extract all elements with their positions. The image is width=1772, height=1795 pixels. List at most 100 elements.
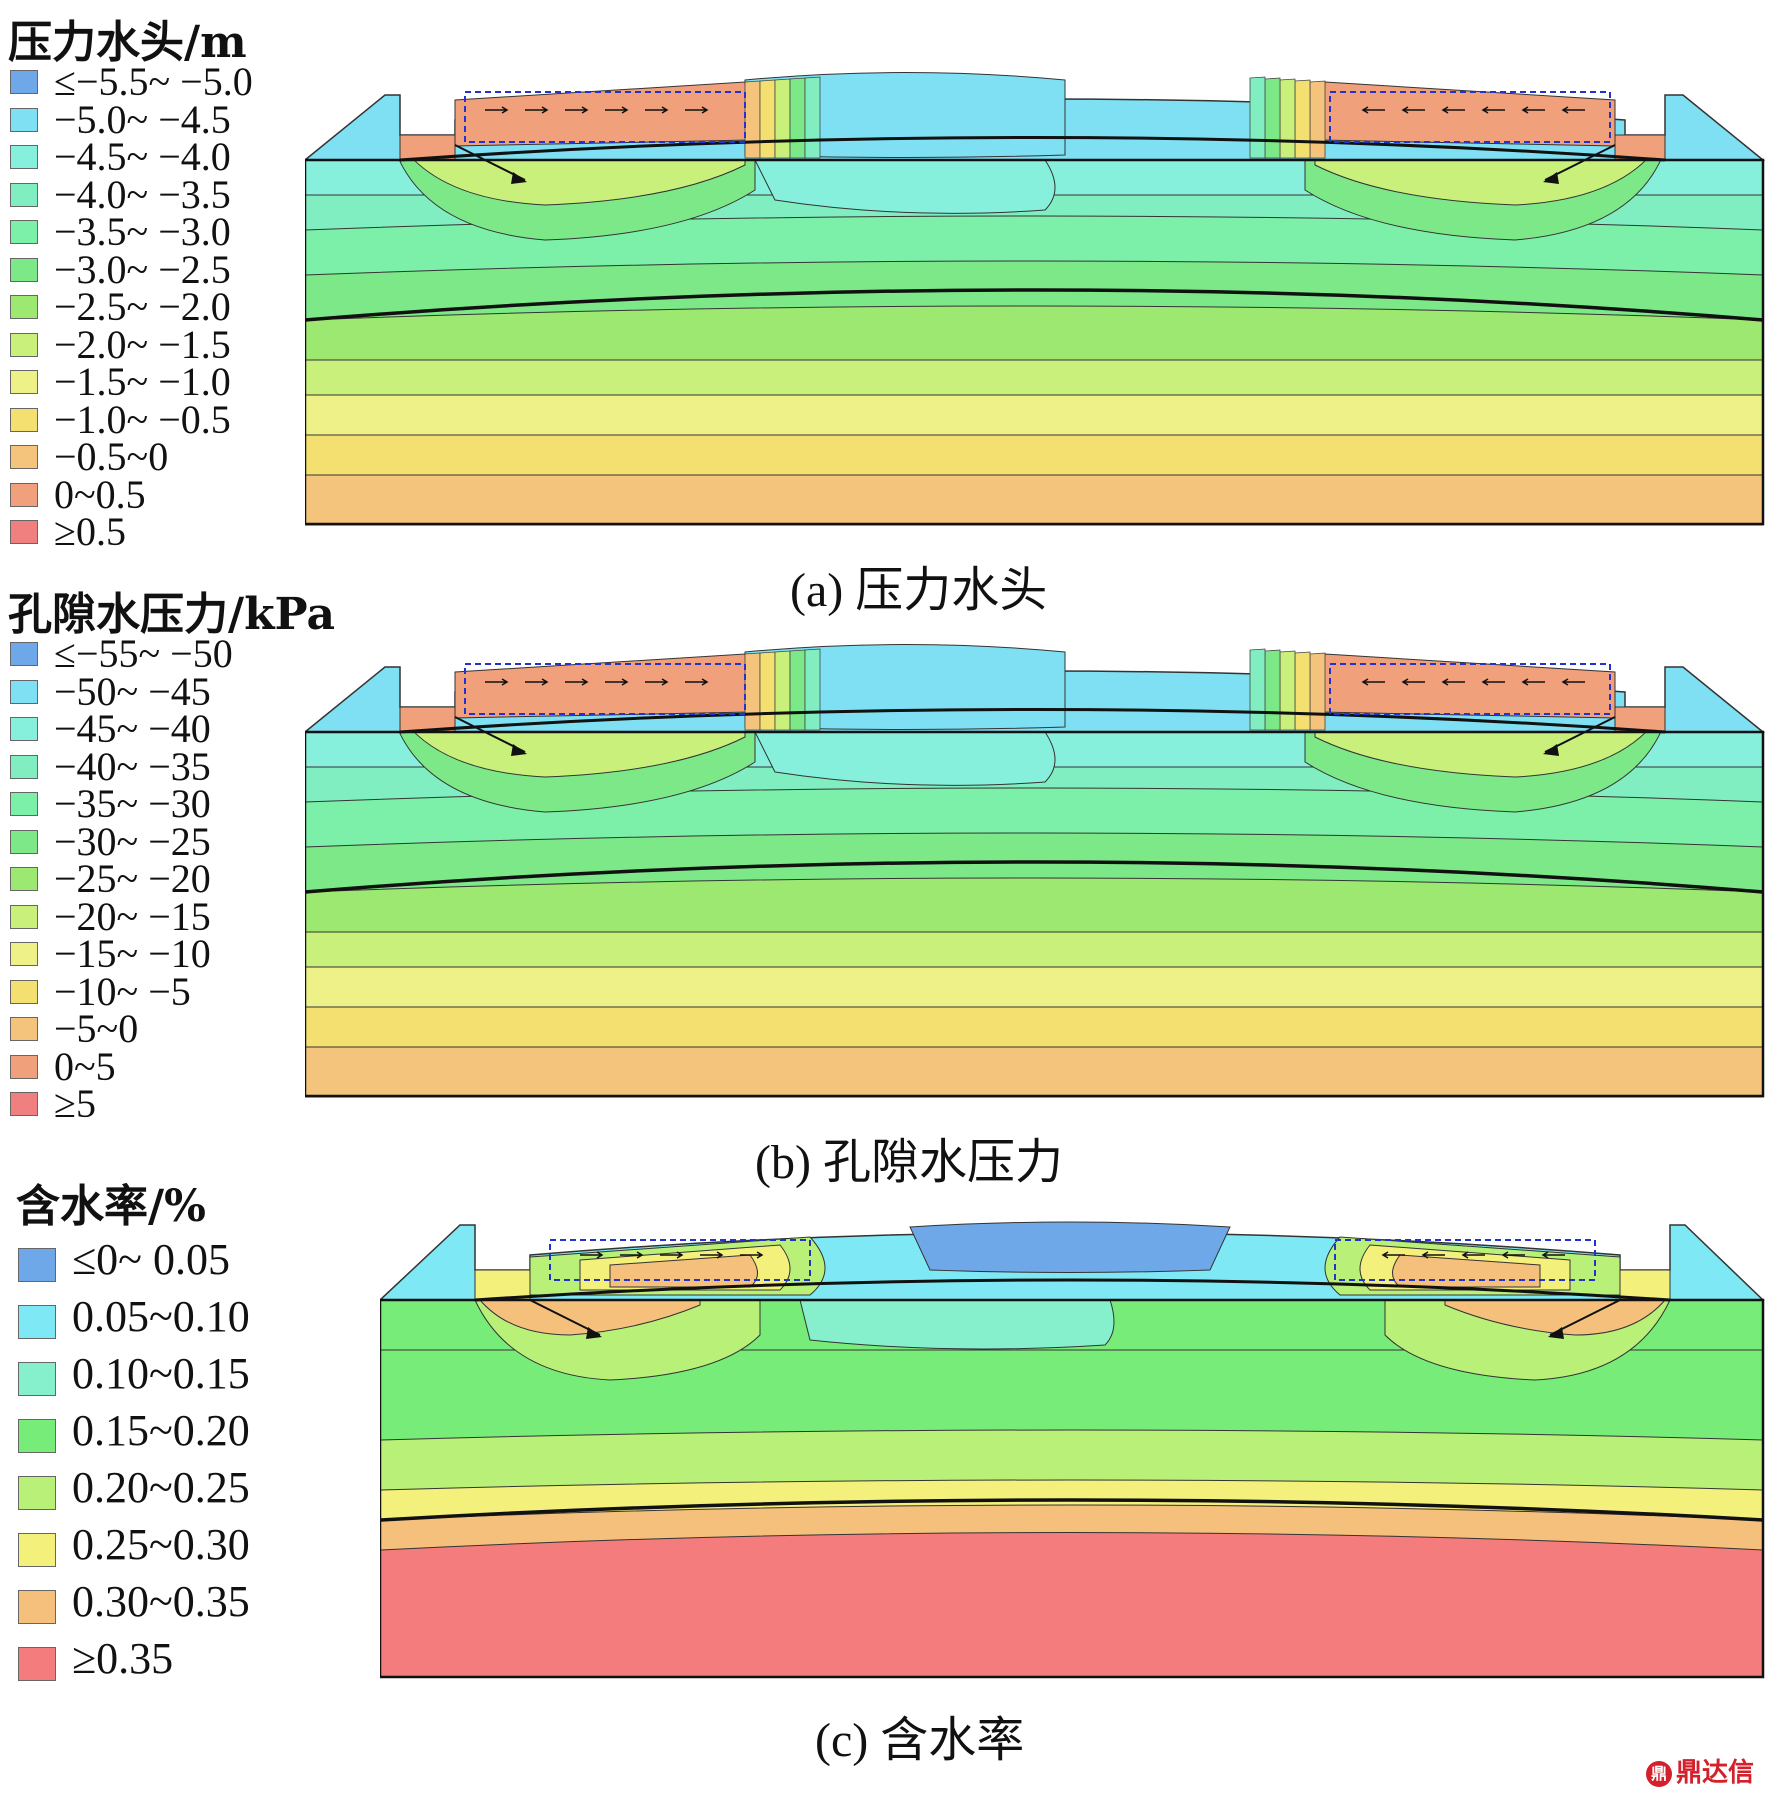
flow-arrow	[1481, 678, 1505, 686]
flow-arrow	[1561, 106, 1585, 114]
flow-arrow	[1381, 1251, 1405, 1259]
flow-arrowhead	[1548, 1327, 1564, 1339]
panel-b: 孔隙水压力/kPa ≤−55~ −50 −50~ −45 −45~ −40 −40~ …	[8, 589, 1765, 1189]
legend-swatch	[10, 792, 38, 816]
legend-label: ≥0.35	[72, 1634, 174, 1683]
flow-arrow	[1461, 1251, 1485, 1259]
caption-c: (c) 含水率	[815, 1714, 1025, 1767]
legend-label: −4.0~ −3.5	[54, 171, 231, 217]
flow-arrow	[525, 106, 549, 114]
legend-label: −50~ −45	[54, 668, 211, 714]
layer-boundary	[305, 288, 1764, 322]
contour-band	[305, 474, 1764, 526]
flow-arrow	[660, 1251, 684, 1259]
wetting-outline-left	[464, 663, 746, 715]
watermark-icon: 鼎	[1645, 1760, 1672, 1787]
contour-band	[380, 1532, 1764, 1678]
wetting-zone-left-inner	[478, 1299, 701, 1336]
flow-arrow	[1361, 678, 1385, 686]
legend-swatch	[10, 445, 38, 469]
legend-label: ≥5	[54, 1081, 96, 1126]
legend-label: ≤−55~ −50	[54, 631, 233, 676]
wetting-outline-left	[549, 1239, 811, 1281]
flow-arrow	[1401, 106, 1425, 114]
legend-label: −0.5~0	[54, 434, 169, 479]
legend-swatch	[18, 1248, 56, 1282]
legend-label: −3.5~ −3.0	[54, 209, 231, 254]
domain-boundary	[305, 158, 1765, 526]
legend-swatch	[10, 717, 38, 741]
legend-label: 0.20~0.25	[72, 1463, 250, 1512]
legend-swatch	[10, 70, 38, 94]
flow-arrow	[1401, 678, 1425, 686]
legend-label: −15~ −10	[54, 931, 211, 976]
legend-label: 0~0.5	[54, 471, 146, 517]
legend-label: −3.0~ −2.5	[54, 246, 231, 292]
flow-arrow	[485, 106, 509, 114]
legend-swatch	[10, 979, 38, 1004]
legend-label: −25~ −20	[54, 856, 211, 901]
berm-right	[1619, 1269, 1671, 1301]
flow-arrow	[605, 678, 629, 686]
wetting-outline-right	[1329, 91, 1611, 143]
flow-arrowhead	[511, 172, 527, 184]
wetting-zone-left-inner	[403, 149, 746, 206]
legend-title-a: 压力水头/m	[8, 17, 247, 68]
flow-arrow	[565, 678, 589, 686]
flow-arrowhead	[586, 1327, 602, 1339]
wetting-zone-left-inner	[403, 721, 746, 778]
legend-swatch	[10, 370, 38, 394]
legend-label: −2.5~ −2.0	[54, 284, 231, 329]
center-zone	[754, 731, 1056, 786]
legend-swatch	[10, 829, 38, 854]
legend-label: −20~ −15	[54, 893, 211, 939]
legend-swatch	[18, 1419, 56, 1453]
legend-swatch	[18, 1362, 56, 1396]
wetting-outline-right	[1329, 663, 1611, 715]
legend-label: 0.15~0.20	[72, 1406, 250, 1455]
wetting-outline-right	[1334, 1239, 1596, 1281]
embankment-base-line	[399, 708, 1666, 734]
caption-b: (b) 孔隙水压力	[755, 1136, 1063, 1189]
caption-a: (a) 压力水头	[790, 564, 1048, 617]
legend-label: ≤0~ 0.05	[72, 1235, 230, 1284]
legend-swatch	[10, 295, 38, 319]
legend-swatch	[18, 1647, 56, 1681]
legend-title-b: 孔隙水压力/kPa	[8, 589, 335, 640]
legend-swatch	[10, 1017, 38, 1041]
layer-boundary	[380, 1498, 1764, 1522]
legend-label: 0.05~0.10	[72, 1292, 250, 1341]
panel-a: 压力水头/m ≤−5.5~ −5.0 −5.0~ −4.5 −4.5~ −4.0 −4…	[0, 0, 1772, 617]
legend-label: −45~ −40	[54, 706, 211, 751]
watermark-text: 鼎达信	[1675, 1758, 1754, 1788]
wetting-zone-right-inner	[1444, 1299, 1667, 1336]
legend-swatch	[10, 642, 38, 666]
contour-plot-a	[305, 72, 1765, 526]
layer-boundary	[305, 860, 1764, 894]
flow-arrow	[685, 106, 709, 114]
flow-arrow	[1561, 678, 1585, 686]
flow-arrow	[645, 106, 669, 114]
legend-swatch	[10, 867, 38, 891]
transition-band-right	[1249, 648, 1266, 731]
flow-arrow	[1441, 106, 1465, 114]
flow-arrow	[1421, 1251, 1445, 1259]
flow-arrow	[685, 678, 709, 686]
legend-label: −10~ −5	[54, 968, 191, 1014]
legend-title-c: 含水率/%	[16, 1181, 206, 1232]
wetting-zone-right-inner	[1314, 721, 1657, 778]
flow-arrow	[1441, 678, 1465, 686]
legend-label: −1.0~ −0.5	[54, 396, 231, 442]
flow-arrow	[700, 1251, 724, 1259]
flow-arrow	[605, 106, 629, 114]
flow-arrow	[580, 1251, 604, 1259]
legend-swatch	[10, 754, 38, 779]
contour-plot-b	[305, 644, 1765, 1098]
legend-swatch	[10, 1092, 38, 1116]
legend-label: −35~ −30	[54, 781, 211, 826]
legend-swatch	[10, 482, 38, 507]
flow-arrow	[1521, 106, 1545, 114]
legend-label: 0.10~0.15	[72, 1349, 250, 1398]
legend-label: 0~5	[54, 1043, 116, 1089]
wetting-outline-left	[464, 91, 746, 143]
